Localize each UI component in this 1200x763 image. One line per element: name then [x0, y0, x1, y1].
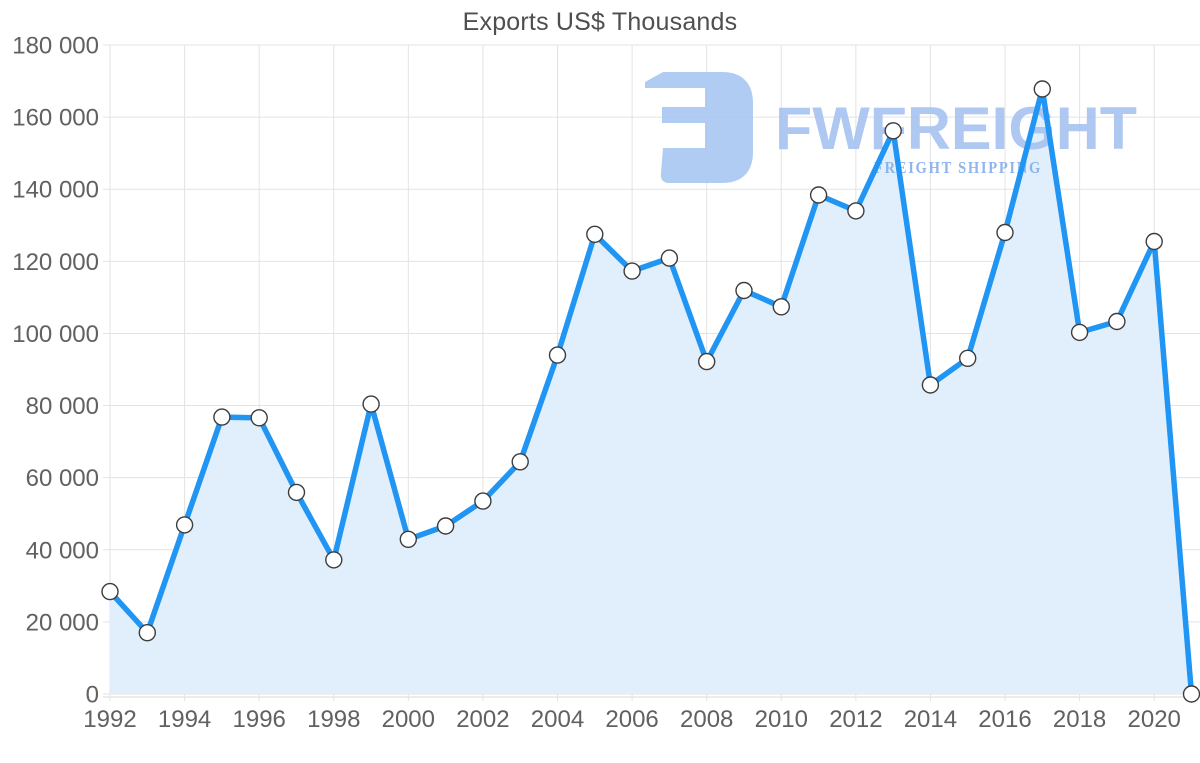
data-point-marker[interactable] — [1108, 312, 1126, 331]
y-axis-tick-label: 80 000 — [26, 393, 99, 420]
data-point-marker[interactable] — [474, 492, 492, 510]
y-axis-labels: 0 20 000 40 000 60 000 80 000 100 000 120 000 1… — [12, 33, 99, 709]
x-axis-tick-label: 2010 — [755, 706, 808, 733]
data-point-marker[interactable] — [586, 225, 604, 244]
x-axis-tick-label: 2002 — [456, 706, 509, 733]
data-point-marker[interactable] — [1070, 323, 1089, 342]
data-point-marker[interactable] — [362, 395, 380, 413]
x-axis-tick-label: 2006 — [605, 706, 658, 733]
data-point-marker[interactable] — [809, 186, 828, 204]
x-axis-tick-label: 2014 — [904, 706, 957, 733]
x-axis-tick-label: 2000 — [382, 706, 435, 733]
data-point-marker[interactable] — [660, 249, 679, 267]
fwfreight-tagline-text: FREIGHT SHIPPING — [874, 158, 1042, 177]
area-layer — [110, 89, 1192, 694]
line-layer — [107, 86, 1195, 697]
data-point-marker[interactable] — [548, 346, 567, 364]
area-fill — [110, 89, 1192, 694]
x-axis-tick-label: 2020 — [1128, 706, 1181, 733]
y-axis-tick-label: 60 000 — [26, 465, 99, 492]
fwfreight-brand-text: FWFREIGHT — [775, 95, 1137, 162]
fwfreight-watermark: FWFREIGHT FREIGHT SHIPPING — [645, 72, 1137, 183]
x-axis-tick-label: 2004 — [531, 706, 584, 733]
y-axis-tick-label: 160 000 — [12, 105, 99, 132]
data-point-marker[interactable] — [250, 409, 268, 427]
x-axis-tick-label: 1994 — [158, 706, 211, 733]
y-axis-tick-label: 20 000 — [26, 609, 99, 636]
data-point-marker[interactable] — [101, 582, 119, 601]
y-axis-tick-label: 140 000 — [12, 177, 99, 204]
data-point-marker[interactable] — [511, 453, 529, 471]
data-point-marker[interactable] — [287, 483, 306, 502]
data-point-marker[interactable] — [921, 376, 940, 394]
y-axis-tick-label: 40 000 — [26, 537, 99, 564]
data-point-marker[interactable] — [996, 223, 1014, 242]
y-axis-tick-label: 120 000 — [12, 249, 99, 276]
marker-layer — [101, 80, 1200, 703]
data-point-marker[interactable] — [175, 516, 194, 534]
data-point-marker[interactable] — [213, 408, 231, 426]
data-point-marker[interactable] — [847, 202, 865, 220]
data-point-marker[interactable] — [735, 281, 753, 300]
data-point-marker[interactable] — [138, 624, 157, 642]
x-axis-labels: 1992 1994 1996 1998 2000 2002 2004 2006 2008 2010… — [83, 706, 1181, 733]
x-axis-tick-label: 1998 — [307, 706, 360, 733]
data-point-marker[interactable] — [1145, 232, 1163, 251]
x-axis-tick-label: 1992 — [83, 706, 136, 733]
data-point-marker[interactable] — [698, 352, 716, 371]
data-point-marker[interactable] — [1182, 685, 1200, 703]
data-point-marker[interactable] — [436, 517, 455, 535]
data-point-marker[interactable] — [772, 298, 790, 316]
line-series — [107, 86, 1195, 697]
x-axis-tick-label: 2016 — [978, 706, 1031, 733]
x-axis-tick-label: 2008 — [680, 706, 733, 733]
data-point-marker[interactable] — [884, 122, 902, 140]
x-axis-tick-label: 2018 — [1053, 706, 1106, 733]
x-axis-tick-label: 2012 — [829, 706, 882, 733]
data-point-marker[interactable] — [399, 530, 417, 548]
chart-title: Exports US$ Thousands — [462, 8, 738, 36]
fwfreight-logo-icon — [645, 72, 753, 183]
x-axis-tick-label: 1996 — [233, 706, 286, 733]
data-point-marker[interactable] — [1033, 80, 1052, 98]
data-point-marker[interactable] — [623, 262, 641, 280]
y-axis-tick-label: 180 000 — [12, 33, 99, 60]
data-point-marker[interactable] — [959, 349, 977, 367]
data-point-marker[interactable] — [325, 551, 343, 569]
y-axis-tick-label: 100 000 — [12, 321, 99, 348]
y-axis-tick-label: 0 — [86, 682, 99, 709]
